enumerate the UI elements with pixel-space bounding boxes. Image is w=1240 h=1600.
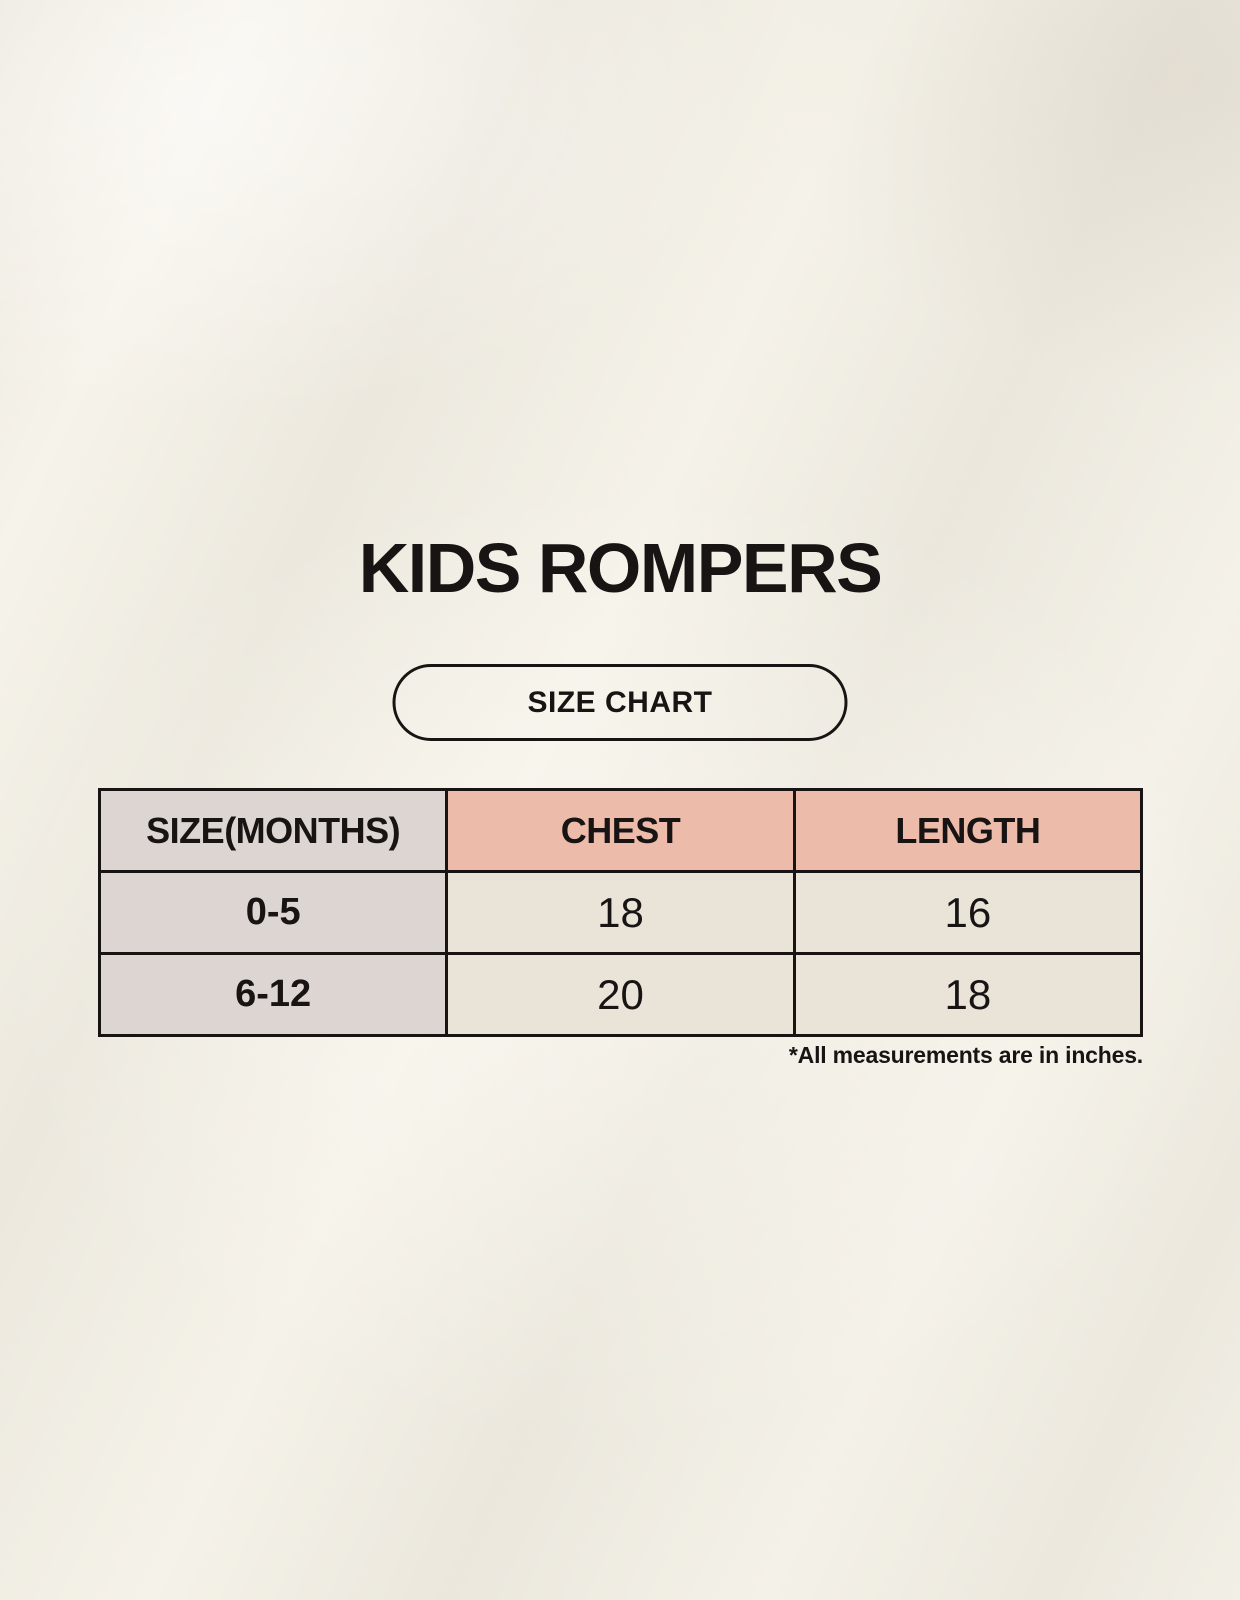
table-row: 6-12 20 18 xyxy=(97,952,1144,1037)
measurements-footnote: *All measurements are in inches. xyxy=(788,1042,1143,1068)
size-chart-button[interactable]: SIZE CHART xyxy=(392,664,848,741)
chest-value-6-12: 20 xyxy=(445,952,796,1037)
column-header-size-months: SIZE(MONTHS) xyxy=(97,788,449,873)
size-cell-6-12: 6-12 xyxy=(97,952,449,1037)
length-value-6-12: 18 xyxy=(792,952,1144,1037)
size-chart-table: SIZE(MONTHS) CHEST LENGTH 0-5 18 16 6-12… xyxy=(97,788,1144,1037)
column-header-length: LENGTH xyxy=(792,788,1144,873)
column-header-chest: CHEST xyxy=(445,788,796,873)
chest-value-0-5: 18 xyxy=(445,870,796,955)
size-cell-0-5: 0-5 xyxy=(97,870,449,955)
table-header-row: SIZE(MONTHS) CHEST LENGTH xyxy=(97,788,1144,873)
length-value-0-5: 16 xyxy=(792,870,1144,955)
table-row: 0-5 18 16 xyxy=(97,870,1144,955)
page-title: KIDS ROMPERS xyxy=(358,529,883,607)
